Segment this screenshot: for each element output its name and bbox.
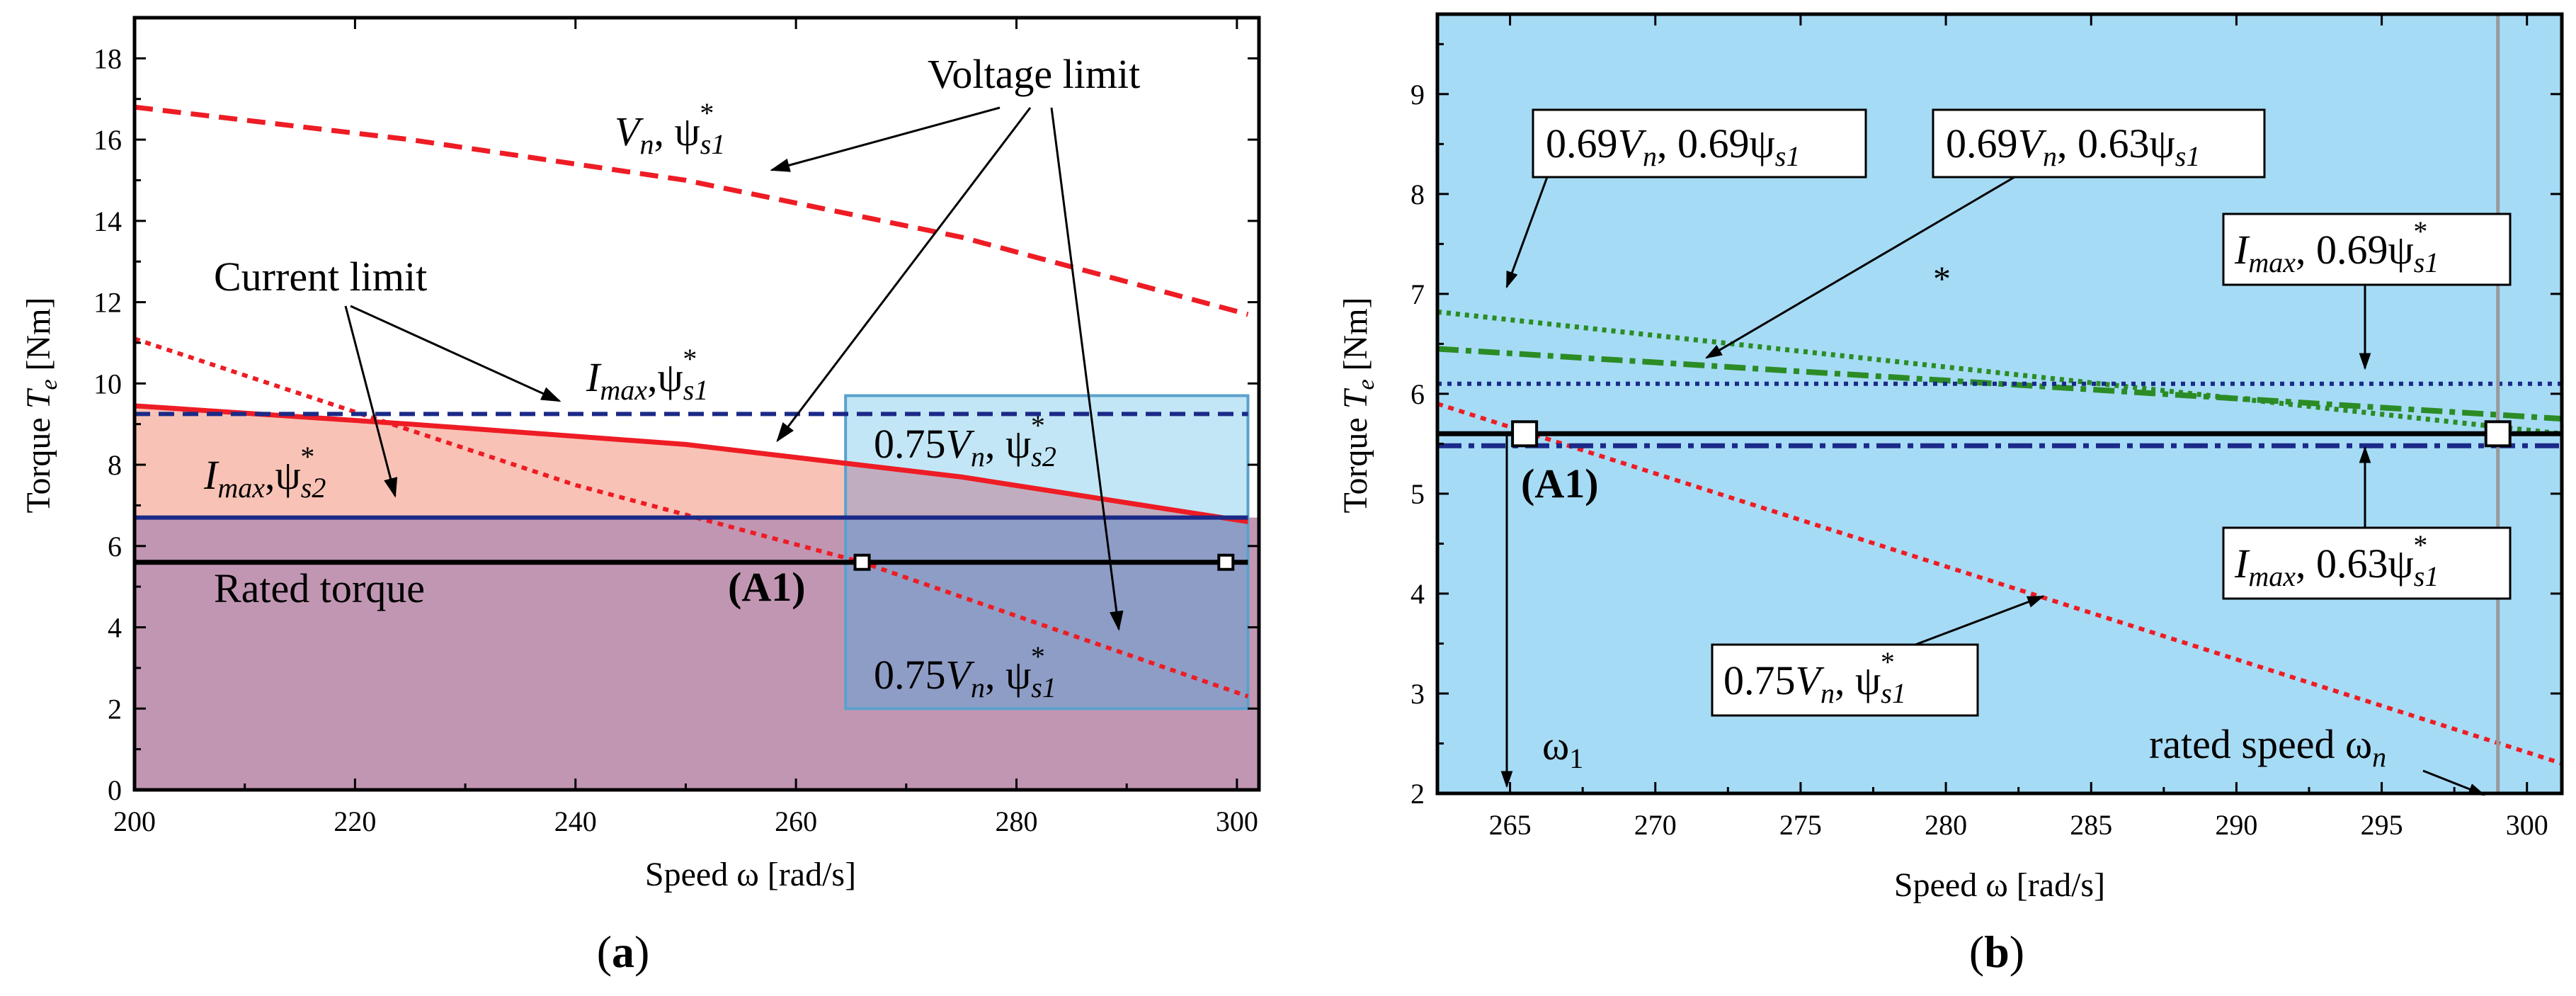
svg-text:Imax, 0.63ψs1*: Imax, 0.63ψs1* — [2234, 529, 2439, 592]
panel-b-xtick-label: 295 — [2361, 809, 2403, 841]
panel-a-series-line-1 — [134, 336, 1249, 698]
panel-b-xtick-label: 270 — [1634, 809, 1677, 841]
label-box-075vn-psi1: 0.75Vn, ψs1* — [1711, 643, 1979, 717]
svg-text:0.75Vn, ψs1*: 0.75Vn, ψs1* — [1723, 646, 1906, 709]
panel-a-ytick-label: 0 — [108, 774, 122, 806]
rated-torque-label: Rated torque — [214, 565, 425, 611]
panel-b-ytick-label: 6 — [1410, 378, 1425, 410]
panel-b-series — [1437, 14, 2563, 793]
rated-speed-label: rated speed ωn — [2149, 721, 2386, 773]
arrow-voltage-to-075psi2 — [776, 107, 1032, 443]
panel-b-xtick-label: 300 — [2506, 809, 2548, 841]
label-vn-psi1: Vn, ψs1* — [615, 97, 725, 160]
panel-b-ytick-label: 2 — [1410, 778, 1425, 810]
omega1-label: ω1 — [1542, 723, 1583, 774]
panel-b-series-line-1 — [1437, 309, 2563, 436]
arrow-rated-speed — [2422, 769, 2486, 796]
panel-a-label: (a) — [597, 927, 650, 977]
panel-a-point-rated — [1217, 553, 1235, 571]
voltage-limit-label: Voltage limit — [928, 51, 1140, 97]
panel-b-ylabel: Torque Te [Nm] — [1337, 297, 1379, 513]
panel-a-ytick-label: 12 — [93, 287, 122, 319]
panel-b-ticks: 265 270 275 280 285 290 295 300 2 3 4 5 6 7 8 9 — [1410, 14, 2562, 841]
panel-a-ytick-label: 4 — [108, 612, 122, 644]
panel-a-xtick-label: 300 — [1216, 805, 1258, 837]
svg-text:0.69Vn, 0.63ψs1: 0.69Vn, 0.63ψs1 — [1946, 120, 2200, 172]
panel-a-xlabel: Speed ω [rad/s] — [645, 856, 856, 893]
arrow-box1 — [1505, 176, 1549, 289]
label-imax-psi2: Imax,ψs2* — [203, 441, 326, 504]
inset-bottom-region — [845, 517, 1248, 709]
panel-b-label: (b) — [1969, 927, 2024, 977]
panel-b: 265 270 275 280 285 290 295 300 2 3 4 5 6 7 8 9 Speed ω… — [1337, 12, 2564, 977]
stray-asterisk: * — [1933, 259, 1951, 298]
panel-b-xtick-label: 265 — [1489, 809, 1532, 841]
panel-b-ytick-label: 8 — [1410, 179, 1425, 210]
panel-b-ytick-label: 9 — [1410, 79, 1425, 111]
arrow-current-to-psi1 — [350, 305, 562, 402]
panel-b-points — [1511, 420, 2512, 448]
point-a1-label-b: (A1) — [1521, 460, 1599, 507]
label-imax-psi1: Imax,ψs1* — [586, 343, 708, 406]
panel-a-point-A1 — [853, 553, 871, 571]
panel-a-ytick-label: 16 — [93, 124, 122, 156]
panel-a-ytick-label: 2 — [108, 693, 122, 725]
panel-b-series-line-2 — [1437, 346, 2563, 422]
panel-a-ytick-label: 6 — [108, 531, 122, 562]
panel-b-xtick-label: 290 — [2215, 809, 2257, 841]
panel-b-ytick-label: 3 — [1410, 678, 1425, 710]
panel-a-xtick-label: 200 — [113, 805, 156, 837]
panel-b-point-rated — [2484, 420, 2512, 448]
panel-a-xtick-label: 260 — [775, 805, 817, 837]
panel-a-ytick-label: 10 — [93, 368, 122, 400]
current-limit-label: Current limit — [214, 254, 427, 300]
panel-b-series-line-0 — [1437, 402, 2563, 766]
label-box-069vn-063psi: 0.69Vn, 0.63ψs1 — [1932, 108, 2266, 179]
label-075vn-psi1: 0.75Vn, ψs1* — [874, 640, 1056, 703]
label-box-069vn-069psi: 0.69Vn, 0.69ψs1 — [1532, 108, 1867, 179]
panel-a-frame — [132, 16, 1261, 792]
label-box-imax-069psi: Imax, 0.69ψs1* — [2222, 213, 2512, 286]
panel-b-ytick-label: 7 — [1410, 278, 1425, 310]
panel-a-points — [853, 553, 1235, 571]
panel-b-point-A1 — [1511, 420, 1539, 448]
panel-a-ylabel: Torque Te [Nm] — [20, 297, 62, 513]
svg-text:0.69Vn, 0.69ψs1: 0.69Vn, 0.69ψs1 — [1546, 120, 1800, 172]
label-075vn-psi2: 0.75Vn, ψs2* — [874, 409, 1056, 472]
panel-a-ytick-label: 14 — [93, 205, 122, 237]
panel-b-ytick-label: 5 — [1410, 478, 1425, 510]
arrow-current-to-psi2 — [344, 305, 398, 498]
panel-b-xtick-label: 275 — [1779, 809, 1822, 841]
panel-a-xtick-label: 280 — [995, 805, 1037, 837]
panel-a-ticks: 200 220 240 260 280 300 0 2 4 6 8 10 12 14 16 18 — [93, 16, 1259, 837]
arrow-voltage-to-075psi1 — [1050, 107, 1124, 631]
label-box-imax-063psi: Imax, 0.63ψs1* — [2222, 526, 2512, 600]
panel-b-xlabel: Speed ω [rad/s] — [1894, 866, 2105, 904]
panel-a-series-line-2 — [134, 403, 1248, 524]
panel-a: 200 220 240 260 280 300 0 2 4 6 8 10 12 14 16 18 Speed … — [20, 16, 1261, 977]
arrow-box5 — [1915, 595, 2045, 646]
arrow-voltage-to-vn — [770, 106, 1001, 172]
panel-a-series — [134, 104, 1249, 698]
svg-text:Imax, 0.69ψs1*: Imax, 0.69ψs1* — [2234, 215, 2439, 278]
panel-a-xtick-label: 220 — [334, 805, 376, 837]
panel-b-ytick-label: 4 — [1410, 578, 1425, 610]
inset-border — [844, 394, 1250, 711]
panel-a-series-line-0 — [134, 104, 1249, 317]
panel-b-frame — [1435, 12, 2564, 796]
panel-b-xtick-label: 280 — [1925, 809, 1967, 841]
panel-a-ytick-label: 18 — [93, 43, 122, 74]
panel-a-ytick-label: 8 — [108, 449, 122, 481]
arrow-box2 — [1704, 176, 2015, 359]
point-a1-label: (A1) — [728, 564, 806, 610]
panel-b-xtick-label: 285 — [2070, 809, 2112, 841]
panel-a-xtick-label: 240 — [554, 805, 597, 837]
